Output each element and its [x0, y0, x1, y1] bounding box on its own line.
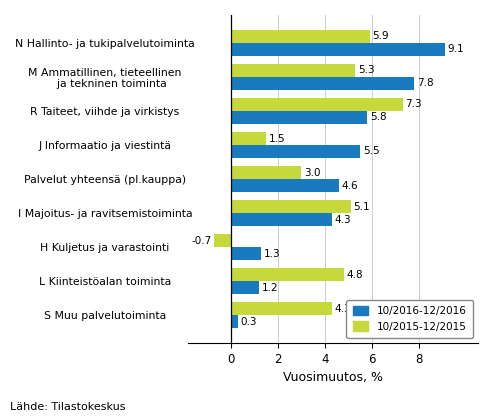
Text: 7.8: 7.8	[417, 78, 434, 88]
Text: 4.6: 4.6	[342, 181, 358, 191]
Bar	[231, 98, 403, 111]
Bar	[231, 77, 415, 90]
Text: 5.8: 5.8	[370, 112, 387, 122]
Bar	[231, 281, 259, 294]
Bar	[231, 132, 266, 145]
Bar	[231, 247, 261, 260]
Text: 3.0: 3.0	[304, 168, 320, 178]
Text: 5.5: 5.5	[363, 146, 380, 156]
Text: 1.5: 1.5	[269, 134, 285, 144]
Text: 1.3: 1.3	[264, 249, 281, 259]
Bar	[231, 166, 301, 179]
Text: 9.1: 9.1	[448, 45, 464, 54]
Bar	[231, 315, 238, 328]
Bar	[231, 302, 332, 315]
Text: 4.8: 4.8	[347, 270, 363, 280]
Bar	[231, 30, 370, 43]
Bar	[231, 200, 351, 213]
Text: 5.9: 5.9	[372, 31, 389, 41]
Bar	[214, 234, 231, 247]
Text: 4.3: 4.3	[335, 215, 352, 225]
X-axis label: Vuosimuutos, %: Vuosimuutos, %	[283, 371, 383, 384]
Text: 5.3: 5.3	[358, 65, 375, 75]
Legend: 10/2016-12/2016, 10/2015-12/2015: 10/2016-12/2016, 10/2015-12/2015	[347, 300, 473, 338]
Text: 0.3: 0.3	[241, 317, 257, 327]
Text: 7.3: 7.3	[405, 99, 422, 109]
Bar	[231, 213, 332, 226]
Bar	[231, 43, 445, 56]
Bar	[231, 268, 344, 281]
Bar	[231, 111, 367, 124]
Text: 5.1: 5.1	[353, 202, 370, 212]
Bar	[231, 145, 360, 158]
Text: -0.7: -0.7	[191, 236, 211, 246]
Text: 1.2: 1.2	[262, 282, 279, 292]
Bar	[231, 64, 355, 77]
Bar	[231, 179, 339, 192]
Text: Lähde: Tilastokeskus: Lähde: Tilastokeskus	[10, 402, 125, 412]
Text: 4.3: 4.3	[335, 304, 352, 314]
